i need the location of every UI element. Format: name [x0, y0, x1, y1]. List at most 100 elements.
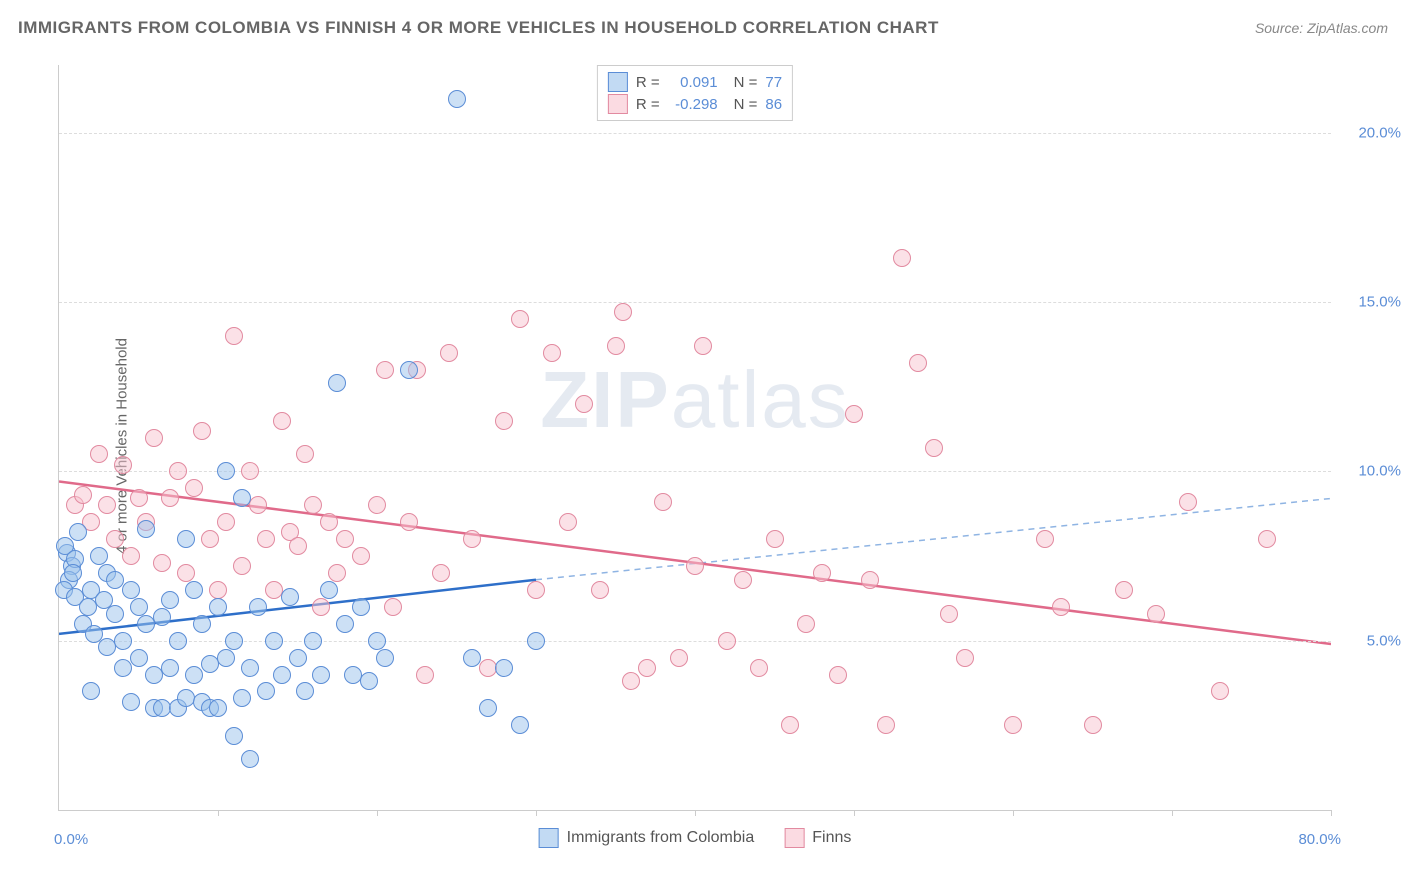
scatter-point [368, 496, 386, 514]
scatter-point [249, 598, 267, 616]
scatter-point [940, 605, 958, 623]
scatter-point [241, 462, 259, 480]
scatter-point [177, 530, 195, 548]
scatter-point [153, 608, 171, 626]
scatter-point [956, 649, 974, 667]
scatter-point [114, 456, 132, 474]
scatter-point [1211, 682, 1229, 700]
scatter-point [893, 249, 911, 267]
scatter-point [90, 547, 108, 565]
scatter-point [177, 564, 195, 582]
stat-row-blue: R = 0.091 N = 77 [608, 72, 782, 92]
scatter-point [249, 496, 267, 514]
scatter-point [559, 513, 577, 531]
scatter-point [106, 605, 124, 623]
scatter-point [265, 632, 283, 650]
scatter-point [241, 750, 259, 768]
scatter-point [591, 581, 609, 599]
stat-n-value-pink: 86 [765, 96, 782, 113]
scatter-point [925, 439, 943, 457]
scatter-point [877, 716, 895, 734]
scatter-point [432, 564, 450, 582]
scatter-point [575, 395, 593, 413]
scatter-point [225, 727, 243, 745]
scatter-point [304, 632, 322, 650]
x-minor-tick [536, 810, 537, 816]
scatter-point [114, 632, 132, 650]
scatter-point [296, 445, 314, 463]
x-minor-tick [1013, 810, 1014, 816]
scatter-point [1258, 530, 1276, 548]
scatter-point [98, 496, 116, 514]
scatter-point [527, 632, 545, 650]
scatter-point [376, 361, 394, 379]
scatter-point [543, 344, 561, 362]
scatter-point [241, 659, 259, 677]
stat-legend: R = 0.091 N = 77 R = -0.298 N = 86 [597, 65, 793, 121]
scatter-point [114, 659, 132, 677]
source-label: Source: ZipAtlas.com [1255, 20, 1388, 36]
legend-item-pink: Finns [784, 828, 851, 848]
scatter-point [416, 666, 434, 684]
scatter-point [463, 530, 481, 548]
stat-n-label: N = [734, 96, 758, 113]
scatter-point [734, 571, 752, 589]
scatter-point [1036, 530, 1054, 548]
scatter-point [1084, 716, 1102, 734]
scatter-point [686, 557, 704, 575]
scatter-point [161, 489, 179, 507]
x-tick-right: 80.0% [1298, 831, 1341, 848]
scatter-point [209, 581, 227, 599]
stat-r-value-blue: 0.091 [668, 74, 718, 91]
scatter-point [320, 513, 338, 531]
scatter-point [495, 412, 513, 430]
scatter-point [185, 666, 203, 684]
scatter-point [1147, 605, 1165, 623]
scatter-point [845, 405, 863, 423]
scatter-point [1052, 598, 1070, 616]
legend-label-blue: Immigrants from Colombia [567, 829, 755, 847]
scatter-point [153, 554, 171, 572]
x-minor-tick [854, 810, 855, 816]
stat-r-label: R = [636, 96, 660, 113]
scatter-point [130, 649, 148, 667]
x-minor-tick [1172, 810, 1173, 816]
scatter-point [130, 489, 148, 507]
scatter-point [813, 564, 831, 582]
scatter-point [360, 672, 378, 690]
scatter-point [718, 632, 736, 650]
scatter-point [797, 615, 815, 633]
scatter-point [320, 581, 338, 599]
scatter-point [448, 90, 466, 108]
scatter-point [217, 462, 235, 480]
scatter-point [527, 581, 545, 599]
scatter-point [654, 493, 672, 511]
scatter-point [1004, 716, 1022, 734]
scatter-point [122, 581, 140, 599]
scatter-point [376, 649, 394, 667]
scatter-point [64, 564, 82, 582]
scatter-point [336, 530, 354, 548]
scatter-point [106, 530, 124, 548]
y-tick-label: 5.0% [1341, 632, 1401, 649]
scatter-point [185, 479, 203, 497]
scatter-point [511, 716, 529, 734]
swatch-pink-icon [784, 828, 804, 848]
scatter-point [328, 374, 346, 392]
scatter-point [384, 598, 402, 616]
legend-label-pink: Finns [812, 829, 851, 847]
scatter-point [289, 537, 307, 555]
scatter-point [273, 412, 291, 430]
scatter-point [638, 659, 656, 677]
scatter-point [281, 588, 299, 606]
scatter-point [233, 557, 251, 575]
legend-item-blue: Immigrants from Colombia [539, 828, 755, 848]
scatter-point [368, 632, 386, 650]
scatter-point [233, 689, 251, 707]
x-axis-legend: Immigrants from Colombia Finns [539, 828, 852, 848]
scatter-point [511, 310, 529, 328]
scatter-point [122, 547, 140, 565]
scatter-point [217, 513, 235, 531]
scatter-point [289, 649, 307, 667]
scatter-point [193, 615, 211, 633]
